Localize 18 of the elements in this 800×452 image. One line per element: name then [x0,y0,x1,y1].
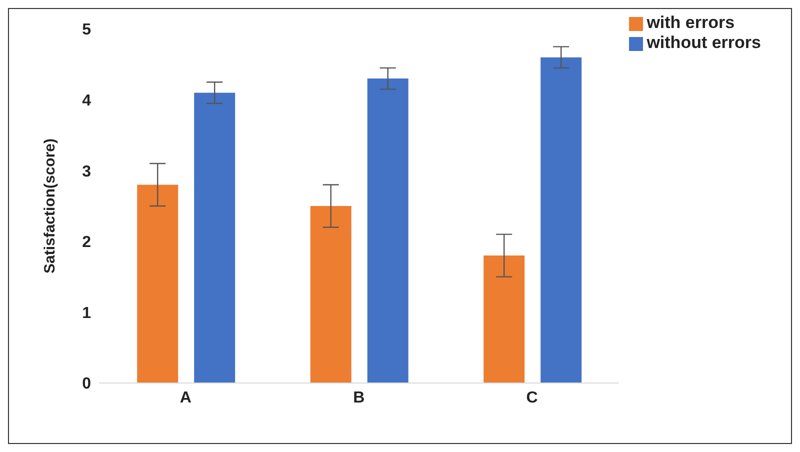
bar [367,78,408,383]
legend-label: without errors [646,33,761,52]
bar [310,206,352,383]
y-tick-label: 2 [82,234,92,252]
y-tick-label: 1 [82,304,92,322]
bar [540,57,582,383]
y-tick-label: 4 [82,92,92,110]
y-tick-label: 5 [82,22,92,39]
y-tick-label: 3 [82,163,92,180]
y-axis-title: Satisfaction(score) [41,138,58,274]
bar [194,92,236,383]
x-tick-label: B [353,389,365,406]
legend-label: with errors [646,13,735,32]
bar [137,184,178,383]
bar [484,256,525,383]
x-tick-label: C [526,389,538,406]
x-tick-label: A [180,389,192,406]
y-tick-label: 0 [82,376,92,393]
